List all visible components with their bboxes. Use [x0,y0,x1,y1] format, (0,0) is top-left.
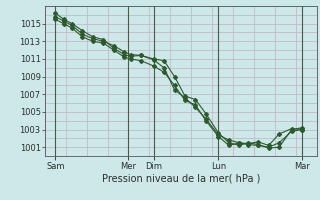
X-axis label: Pression niveau de la mer( hPa ): Pression niveau de la mer( hPa ) [102,173,260,183]
